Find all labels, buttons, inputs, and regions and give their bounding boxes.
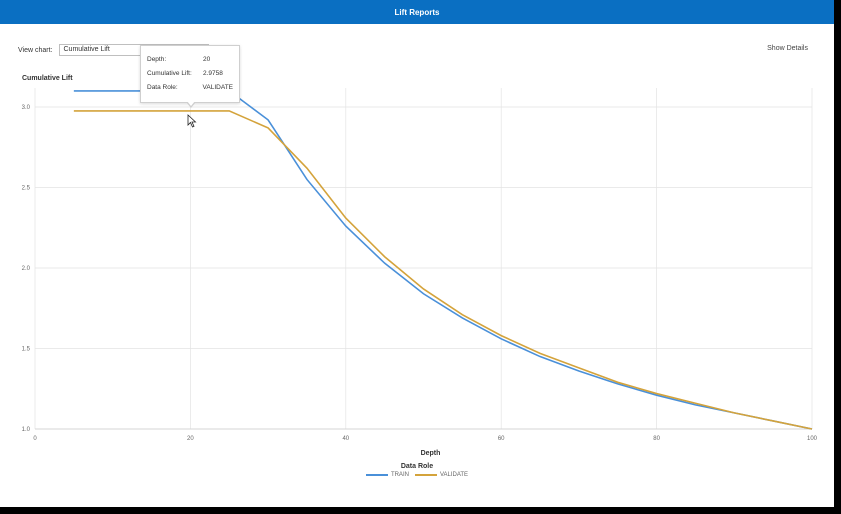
tooltip-depth-value: 20 <box>203 55 211 63</box>
tooltip-lift-label: Cumulative Lift: <box>147 69 192 77</box>
x-tick-label: 100 <box>807 436 818 442</box>
view-chart-label: View chart: <box>18 46 53 54</box>
legend: Data Role TRAIN VALIDATE <box>0 463 834 478</box>
legend-swatch <box>414 474 437 476</box>
legend-label: TRAIN <box>390 472 409 478</box>
lift-reports-window: Lift Reports View chart: Cumulative Lift… <box>0 0 834 507</box>
x-tick-label: 40 <box>342 436 349 442</box>
tooltip-role-label: Data Role: <box>147 83 178 91</box>
y-tick-label: 2.5 <box>22 186 31 192</box>
legend-label: VALIDATE <box>439 472 469 478</box>
legend-item-validate[interactable]: VALIDATE <box>414 472 469 478</box>
tooltip-role-value: VALIDATE <box>202 83 233 91</box>
y-tick-label: 1.5 <box>22 347 31 353</box>
x-tick-label: 80 <box>653 436 660 442</box>
tooltip-lift-value: 2.9758 <box>203 69 223 77</box>
x-tick-label: 20 <box>187 436 194 442</box>
legend-title: Data Role <box>400 463 434 470</box>
x-tick-label: 0 <box>33 436 37 442</box>
series-line-train <box>73 90 813 430</box>
series-line-validate <box>73 110 813 430</box>
lift-chart: 1.0 1.5 2.0 2.5 3.0 0 20 40 60 80 100 Depth <box>22 88 818 457</box>
y-tick-label: 2.0 <box>22 266 31 272</box>
window-title: Lift Reports <box>0 0 834 24</box>
tooltip-depth-label: Depth: <box>147 55 167 63</box>
chart-title: Cumulative Lift <box>22 75 73 82</box>
tooltip-arrow-inner <box>187 101 195 106</box>
show-details-link[interactable]: Show Details <box>767 45 808 52</box>
y-tick-label: 3.0 <box>22 105 31 111</box>
y-tick-label: 1.0 <box>22 427 31 433</box>
x-axis-label: Depth <box>421 450 441 457</box>
legend-item-train[interactable]: TRAIN <box>365 472 409 478</box>
legend-swatch <box>365 474 388 476</box>
mouse-pointer-icon <box>187 114 197 128</box>
data-tooltip: Depth: 20 Cumulative Lift: 2.9758 Data Rol… <box>140 45 240 108</box>
x-tick-label: 60 <box>498 436 505 442</box>
